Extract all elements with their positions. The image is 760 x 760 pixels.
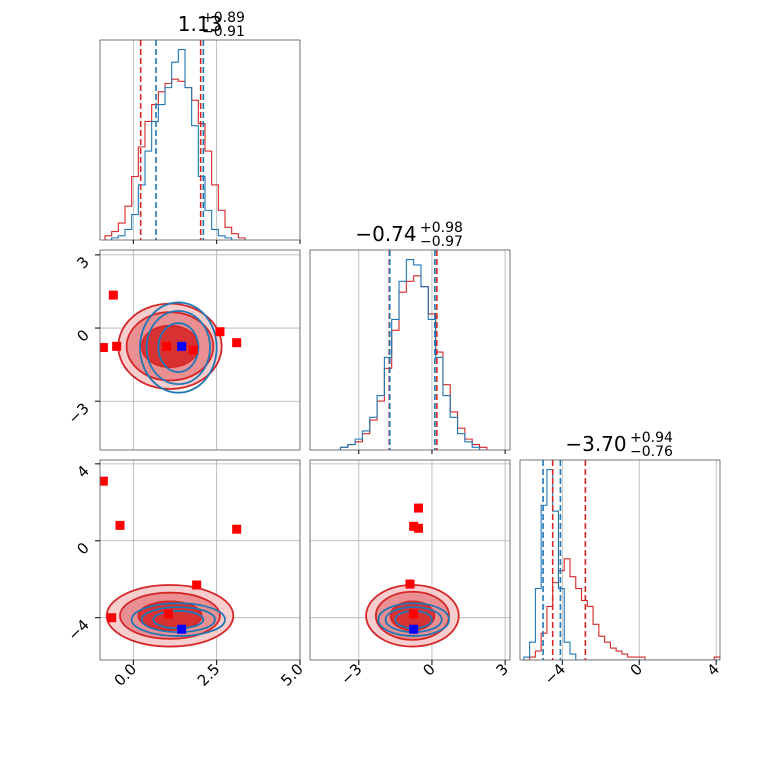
title-p1-minus: −0.97 (420, 234, 463, 250)
panel-frame (519, 459, 721, 661)
panel-2d-p1-vs-p0 (100, 250, 300, 450)
marker-series-a (108, 290, 118, 300)
title-p0-main: 1.13 (178, 12, 223, 36)
title-p0: 1.13 (178, 12, 223, 36)
panel-frame (99, 249, 301, 451)
title-p2-plus: +0.94 (630, 430, 673, 446)
x-tick-label: 0 (419, 660, 438, 679)
marker-series-a (414, 503, 424, 513)
marker-series-a (100, 343, 108, 353)
panel-hist-p2 (523, 460, 720, 660)
title-p2: −3.70 (565, 432, 626, 456)
y-tick-label: 3 (73, 253, 92, 272)
y-tick-label: 4 (73, 462, 92, 481)
marker-series-a (192, 580, 202, 590)
histogram-series-a (104, 78, 246, 240)
marker-series-b (177, 341, 187, 351)
marker-series-a (232, 338, 242, 348)
marker-series-a (115, 520, 125, 530)
marker-series-a (81, 561, 90, 570)
marker-series-a (215, 327, 225, 337)
title-p1-plus: +0.98 (420, 220, 463, 236)
y-tick-label: −4 (64, 616, 92, 644)
marker-series-a (163, 609, 173, 619)
contour-series-b (130, 602, 226, 637)
marker-series-a (100, 476, 108, 486)
histogram-series-b (333, 258, 487, 450)
marker-series-a (162, 341, 172, 351)
marker-series-a (409, 609, 419, 619)
x-tick-label: 0.0 (111, 660, 141, 690)
y-tick-label: 0 (73, 539, 92, 558)
histogram-series-a (523, 558, 720, 660)
contour-series-b (157, 322, 200, 373)
x-tick-label: 5.0 (277, 660, 307, 690)
marker-series-b (409, 624, 419, 634)
histogram-series-b (105, 48, 245, 240)
contour-series-b (139, 301, 218, 394)
histogram-series-a (333, 275, 488, 450)
title-p0-plus: +0.89 (202, 10, 245, 26)
marker-series-a (409, 521, 419, 531)
marker-series-a (405, 579, 415, 589)
x-tick-label: 4 (704, 660, 723, 679)
title-p1: −0.74 (355, 222, 416, 246)
marker-series-a (414, 523, 424, 533)
panel-frame (309, 459, 511, 661)
x-tick-label: −4 (541, 660, 569, 688)
x-tick-label: 2.5 (194, 660, 224, 690)
panel-2d-p2-vs-p1 (310, 460, 510, 660)
panel-frame (99, 39, 301, 241)
title-p0-minus: −0.91 (202, 24, 245, 40)
marker-series-a (188, 345, 198, 355)
title-p2-minus: −0.76 (630, 444, 673, 460)
marker-series-a (107, 613, 117, 623)
x-tick-label: 0 (627, 660, 646, 679)
panel-2d-p2-vs-p0 (76, 460, 300, 660)
marker-series-a (76, 504, 85, 513)
y-tick-label: −3 (64, 399, 92, 427)
x-tick-label: −3 (337, 660, 365, 688)
title-p2-main: −3.70 (565, 432, 626, 456)
title-p1-main: −0.74 (355, 222, 416, 246)
marker-series-a (112, 341, 122, 351)
contour-series-b (145, 310, 211, 386)
panel-hist-p1 (333, 250, 506, 450)
marker-series-b (177, 624, 187, 634)
contour-series-b (377, 602, 450, 637)
y-tick-label: 0 (73, 326, 92, 345)
panel-frame (99, 459, 301, 661)
panel-hist-p0 (104, 40, 300, 240)
panel-frames (99, 39, 721, 661)
panel-frame (309, 249, 511, 451)
marker-series-a (232, 524, 242, 534)
x-tick-label: 3 (492, 660, 511, 679)
